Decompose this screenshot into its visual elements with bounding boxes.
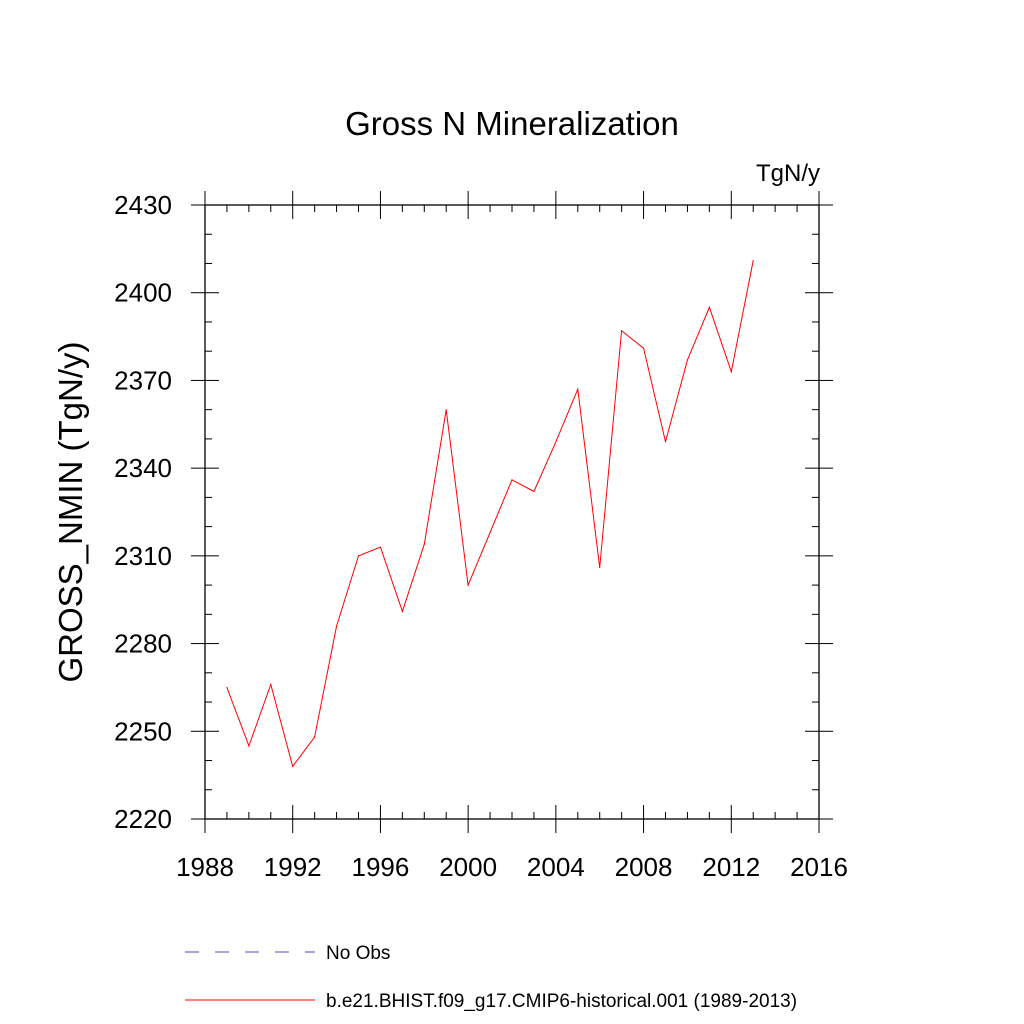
data-point — [357, 555, 360, 557]
data-point — [708, 306, 710, 308]
data-point — [445, 409, 447, 411]
axis-ticks — [191, 191, 833, 833]
data-point — [314, 736, 316, 738]
y-tick-label: 2400 — [114, 278, 172, 308]
data-point — [270, 683, 272, 686]
x-tick-label: 2000 — [439, 852, 497, 882]
plot-frame — [204, 204, 820, 820]
data-point — [401, 610, 403, 613]
y-tick-label: 2430 — [114, 190, 172, 220]
legend-series-label: b.e21.BHIST.f09_g17.CMIP6-historical.001… — [326, 991, 797, 1012]
data-point — [379, 546, 382, 548]
data-point — [533, 490, 535, 493]
units-label: TgN/y — [756, 160, 820, 187]
data-point — [577, 388, 579, 390]
x-tick-label: 1988 — [176, 852, 234, 882]
y-tick-label: 2370 — [114, 365, 172, 395]
data-point — [489, 531, 491, 534]
x-tick-label: 1996 — [352, 852, 410, 882]
data-point — [511, 479, 513, 481]
data-point — [730, 371, 732, 373]
data-point — [555, 441, 557, 443]
data-point — [664, 441, 667, 443]
x-tick-label: 1992 — [264, 852, 322, 882]
x-tick-label: 2012 — [702, 852, 760, 882]
data-point — [686, 359, 689, 361]
y-tick-label: 2220 — [114, 804, 172, 834]
y-tick-label: 2310 — [114, 541, 172, 571]
series-points — [226, 259, 754, 767]
data-point — [599, 566, 601, 569]
series-line — [226, 260, 754, 768]
data-point — [467, 584, 469, 586]
y-tick-labels: 2220 2250 2280 2310 2340 2370 2400 2430 — [114, 190, 172, 834]
x-tick-label: 2016 — [790, 852, 848, 882]
data-point — [423, 543, 425, 545]
y-axis-label: GROSS_NMIN (TgN/y) — [52, 341, 89, 682]
data-point — [642, 347, 645, 349]
chart-title: Gross N Mineralization — [345, 105, 679, 142]
y-tick-label: 2250 — [114, 716, 172, 746]
x-tick-label: 2008 — [615, 852, 673, 882]
y-tick-label: 2340 — [114, 453, 172, 483]
data-point — [752, 259, 754, 262]
x-tick-labels: 1988 1992 1996 2000 2004 2008 2012 2016 — [176, 852, 848, 882]
y-tick-label: 2280 — [114, 629, 172, 659]
legend-obs-label: No Obs — [326, 943, 390, 964]
data-point — [621, 330, 623, 332]
data-point — [335, 625, 338, 627]
data-point — [248, 745, 250, 747]
x-tick-label: 2004 — [527, 852, 585, 882]
data-point — [292, 765, 294, 767]
data-point — [226, 686, 228, 689]
